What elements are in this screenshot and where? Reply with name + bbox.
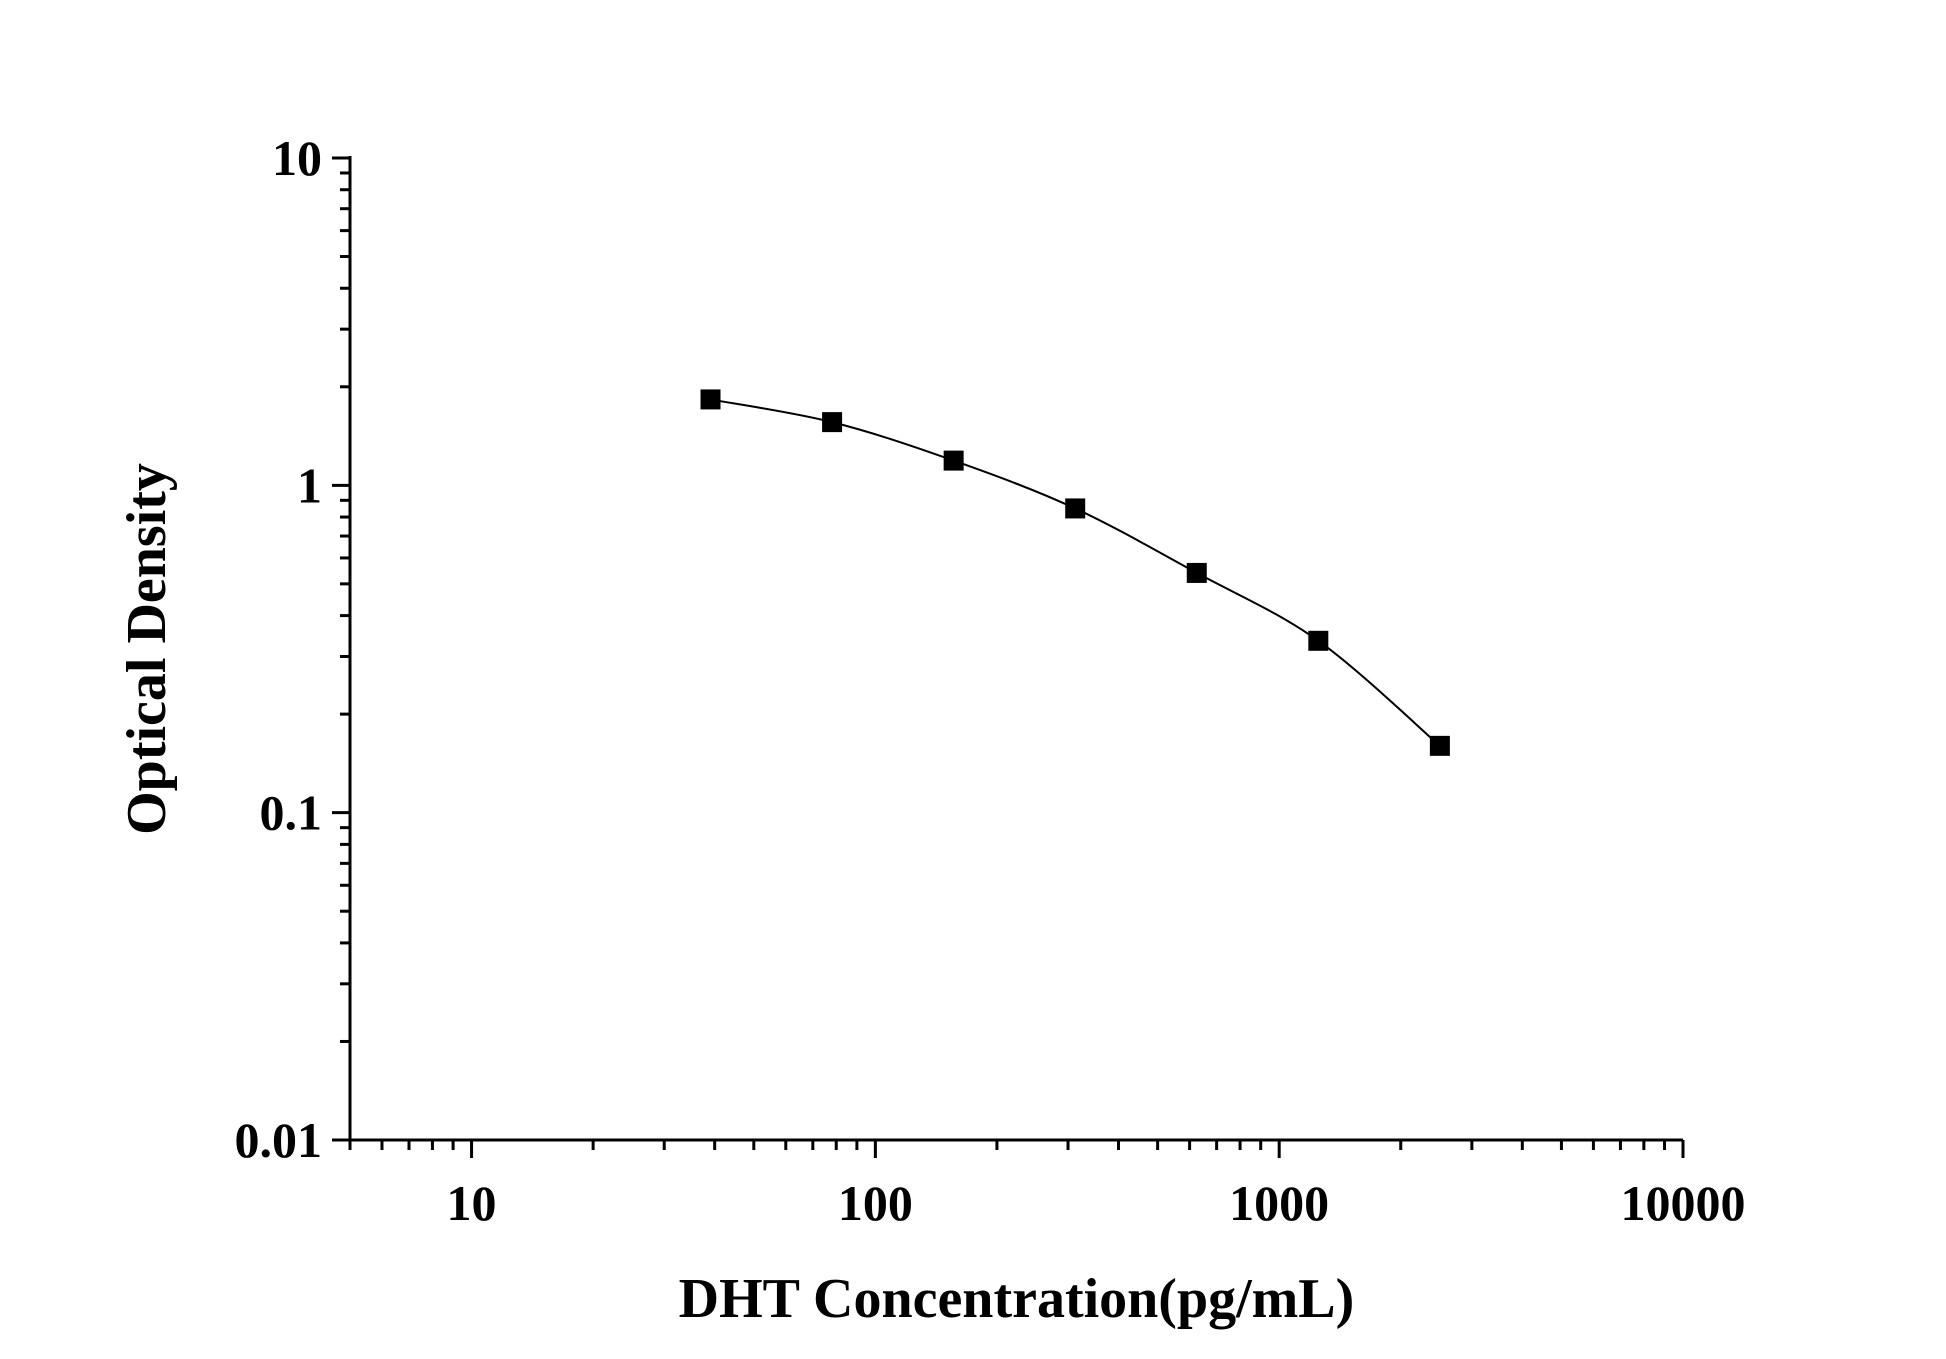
- y-tick-label: 10: [272, 130, 322, 186]
- y-axis-title: Optical Density: [116, 463, 178, 835]
- data-point: [700, 389, 721, 410]
- data-point: [822, 412, 843, 433]
- y-tick-label: 1: [297, 457, 322, 513]
- y-tick-label: 0.1: [260, 785, 323, 841]
- x-tick-label: 10: [447, 1175, 497, 1231]
- data-point: [1308, 630, 1329, 651]
- x-tick-label: 100: [838, 1175, 913, 1231]
- x-tick-label: 1000: [1229, 1175, 1329, 1231]
- fit-curve: [710, 398, 1441, 747]
- data-point: [1429, 735, 1450, 756]
- data-point: [943, 450, 964, 471]
- fit-curve-layer: [710, 398, 1441, 747]
- axes: 0.01 0.1 1 10 10 100 1000 10000: [235, 130, 1746, 1231]
- x-axis-title: DHT Concentration(pg/mL): [679, 1268, 1355, 1330]
- x-tick-label: 10000: [1621, 1175, 1746, 1231]
- data-point: [1065, 498, 1086, 519]
- data-points-layer: [700, 389, 1450, 756]
- y-tick-label: 0.01: [235, 1112, 323, 1168]
- data-point: [1186, 562, 1207, 583]
